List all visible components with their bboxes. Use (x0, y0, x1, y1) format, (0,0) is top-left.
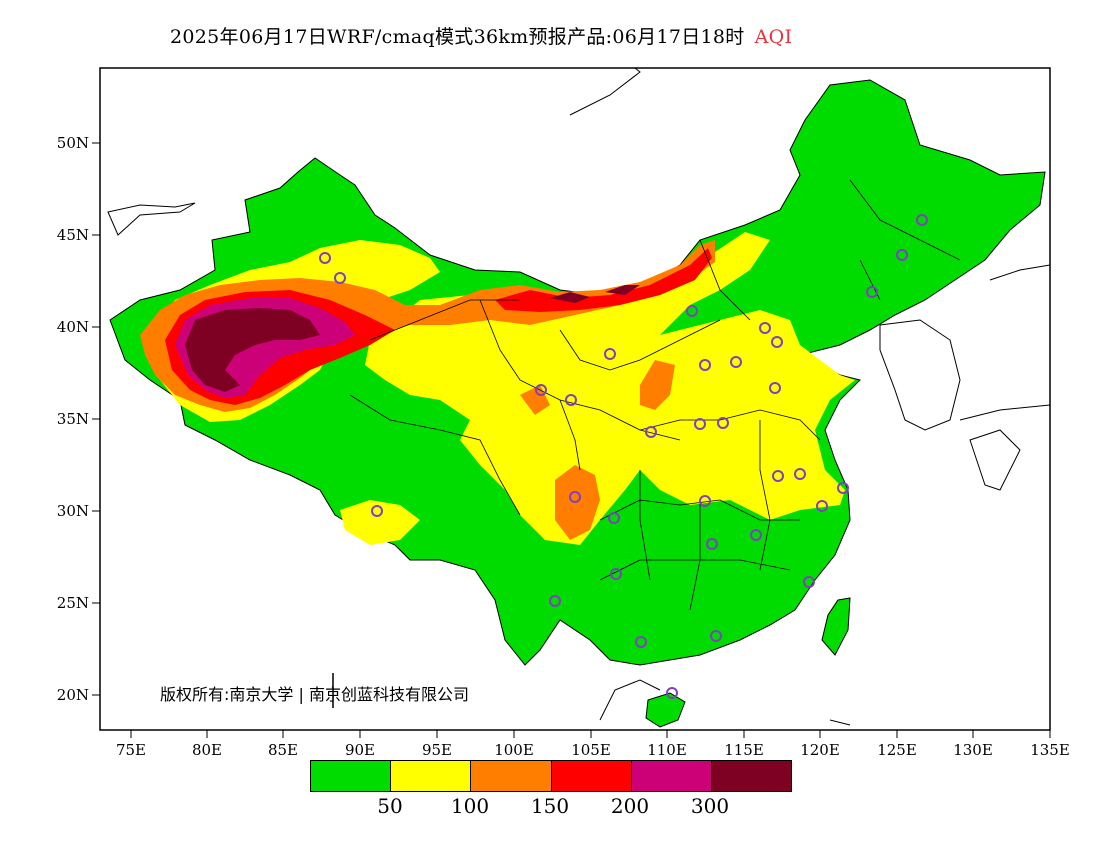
colorbar-swatch-moderate (391, 761, 472, 791)
station-marker (730, 356, 742, 368)
island-hainan (645, 692, 686, 728)
lon-tick-label: 105E (571, 741, 611, 759)
map-content (107, 68, 1050, 728)
station-marker (717, 417, 729, 429)
lon-tick-label: 135E (1030, 741, 1070, 759)
colorbar-swatch-unhealthy (551, 761, 632, 791)
lat-tick-label: 45N (57, 226, 89, 244)
station-marker (699, 495, 711, 507)
station-marker (371, 505, 383, 517)
station-markers (319, 214, 928, 699)
station-marker (645, 426, 657, 438)
lat-tick-label: 50N (57, 134, 89, 152)
station-marker (837, 482, 849, 494)
station-marker (535, 384, 547, 396)
station-marker (803, 576, 815, 588)
station-marker (794, 468, 806, 480)
station-marker (769, 382, 781, 394)
lat-tick-labels: 50N 45N 40N 35N 30N 25N 20N (57, 134, 89, 704)
lon-tick-label: 130E (953, 741, 993, 759)
aqi-zone-hazardous-north (550, 292, 590, 303)
colorbar-label: 150 (530, 794, 570, 818)
station-marker (686, 305, 698, 317)
station-marker (666, 687, 678, 699)
lon-axis (130, 730, 1051, 738)
copyright-notice: 版权所有:南京大学 | 南京创蓝科技有限公司 (160, 685, 469, 704)
station-marker (916, 214, 928, 226)
lat-tick-label: 20N (57, 686, 89, 704)
lat-tick-label: 35N (57, 410, 89, 428)
station-marker (608, 512, 620, 524)
map-title: 2025年06月17日WRF/cmaq模式36km预报产品:06月17日18时 A… (170, 22, 792, 49)
lat-tick-label: 25N (57, 594, 89, 612)
aqi-zone-moderate-south (340, 500, 420, 545)
colorbar-swatch-good (311, 761, 392, 791)
lat-axis (92, 142, 100, 696)
station-marker (772, 470, 784, 482)
map-frame (99, 67, 1051, 731)
colorbar-label: 200 (610, 794, 650, 818)
lon-tick-label: 75E (116, 741, 146, 759)
province-boundaries (349, 179, 961, 611)
station-marker (710, 630, 722, 642)
aqi-zone-unhealthy-north (495, 248, 712, 312)
lon-tick-label: 90E (345, 741, 375, 759)
station-marker (334, 272, 346, 284)
lon-tick-label: 95E (422, 741, 452, 759)
colorbar-swatch-very-unhealthy (631, 761, 712, 791)
aqi-zone-sensitive-shaanxi (640, 360, 675, 410)
station-marker (569, 491, 581, 503)
colorbar-label: 100 (450, 794, 490, 818)
neighbour-coastlines (107, 68, 1050, 726)
station-marker (706, 538, 718, 550)
aqi-zone-sensitive-sichuan (555, 465, 600, 540)
variable-label: AQI (754, 26, 793, 48)
station-marker (759, 322, 771, 334)
colorbar-label: 50 (377, 794, 403, 818)
station-marker (694, 418, 706, 430)
station-marker (635, 636, 647, 648)
lat-tick-label: 30N (57, 502, 89, 520)
colorbar-swatch-sensitive (471, 761, 552, 791)
lon-tick-label: 80E (192, 741, 222, 759)
station-marker (319, 252, 331, 264)
colorbar-swatch-hazardous (711, 761, 792, 791)
lon-tick-label: 85E (268, 741, 298, 759)
aqi-zone-hazardous-north2 (605, 285, 640, 295)
station-marker (610, 568, 622, 580)
aqi-zone-sensitive-gansu (520, 385, 550, 415)
station-marker (549, 595, 561, 607)
station-marker (750, 529, 762, 541)
island-taiwan (821, 597, 851, 656)
station-marker (771, 336, 783, 348)
lon-tick-label: 125E (877, 741, 917, 759)
lon-tick-labels: 75E 80E 85E 90E 95E 100E 105E 110E 115E … (116, 741, 1070, 759)
colorbar (310, 760, 792, 792)
station-marker (604, 348, 616, 360)
lon-tick-label: 110E (647, 741, 687, 759)
station-marker (565, 394, 577, 406)
station-marker (896, 249, 908, 261)
lat-tick-label: 40N (57, 318, 89, 336)
lon-tick-label: 115E (724, 741, 764, 759)
station-marker (699, 359, 711, 371)
colorbar-label: 300 (690, 794, 730, 818)
station-marker (816, 500, 828, 512)
lon-tick-label: 120E (800, 741, 840, 759)
aqi-zone-hazardous (185, 308, 320, 392)
lon-tick-label: 100E (494, 741, 534, 759)
station-marker (866, 286, 878, 298)
title-text: 2025年06月17日WRF/cmaq模式36km预报产品:06月17日18时 (170, 26, 745, 48)
